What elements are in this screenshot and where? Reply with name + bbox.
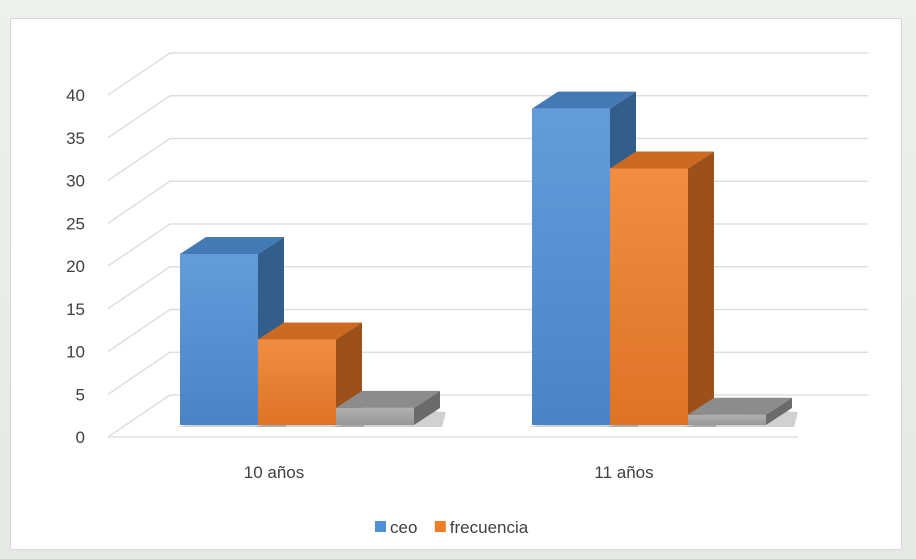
bar-side — [766, 397, 792, 425]
y-axis-ticks: 0 5 10 15 20 25 30 35 40 — [66, 86, 85, 447]
y-tick-label: 10 — [66, 343, 85, 362]
bar-front — [336, 407, 414, 425]
gridline — [107, 180, 868, 224]
bar-top — [336, 390, 440, 408]
bar-front — [532, 108, 610, 426]
y-tick-label: 25 — [66, 214, 85, 233]
bar-side — [414, 390, 440, 425]
x-axis-categories: 10 años 11 años — [244, 463, 654, 482]
bar-top — [258, 322, 362, 340]
legend-label: frecuencia — [450, 518, 529, 537]
bar-front — [180, 254, 258, 425]
bar-top — [688, 397, 792, 415]
y-tick-label: 20 — [66, 257, 85, 276]
gridline — [107, 137, 868, 182]
bar-top — [610, 151, 714, 169]
legend-item-ceo: ceo — [375, 518, 417, 537]
y-tick-label: 5 — [76, 385, 85, 404]
bar-series-3-2 — [684, 397, 798, 427]
legend-swatch — [375, 521, 386, 532]
legend-swatch — [434, 521, 446, 532]
legend-item-frecuencia: frecuencia — [434, 518, 529, 537]
x-category-label: 11 años — [594, 463, 653, 482]
bar-top — [532, 91, 636, 109]
chart-area — [10, 18, 902, 550]
bars — [176, 91, 798, 427]
gridline — [107, 52, 868, 96]
bar-front — [688, 414, 766, 425]
y-tick-label: 15 — [66, 300, 85, 319]
legend: ceo frecuencia — [375, 518, 529, 537]
y-tick-label: 40 — [66, 86, 85, 105]
y-tick-label: 0 — [76, 428, 85, 447]
y-tick-label: 30 — [66, 172, 85, 191]
legend-label: ceo — [390, 518, 417, 537]
x-category-label: 10 años — [244, 463, 305, 482]
bar-side — [688, 151, 714, 425]
bar-front — [610, 168, 688, 425]
gridline — [107, 95, 868, 139]
bar-top — [180, 237, 284, 254]
bar-series-3-1 — [332, 390, 446, 427]
y-tick-label: 35 — [66, 129, 85, 148]
bar-front — [258, 339, 336, 425]
bar-frecuencia-2 — [606, 151, 720, 427]
